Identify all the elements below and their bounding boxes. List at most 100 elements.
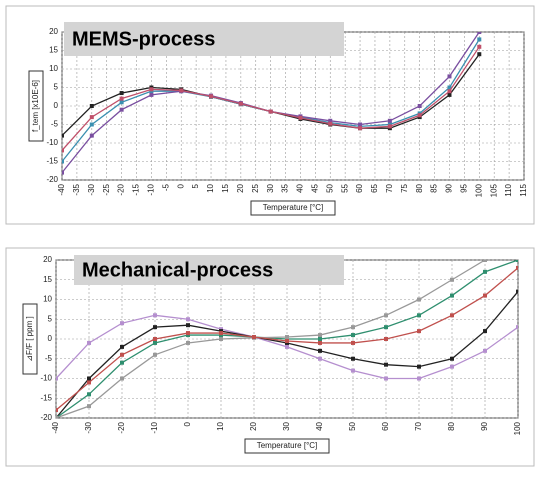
point bbox=[153, 325, 157, 330]
x-tick-label: -30 bbox=[87, 183, 96, 195]
point bbox=[328, 121, 333, 126]
point bbox=[87, 392, 91, 397]
point bbox=[483, 269, 487, 274]
x-tick-label: -30 bbox=[84, 421, 93, 433]
point bbox=[387, 124, 392, 129]
point bbox=[447, 85, 452, 90]
x-tick-label: 5 bbox=[191, 183, 200, 188]
point bbox=[252, 335, 256, 340]
y-tick-label: 10 bbox=[49, 64, 58, 73]
y-tick-label: 10 bbox=[43, 295, 52, 304]
point bbox=[477, 52, 482, 57]
chart-panel: -20 -15 -10 -5 0 5 10 15 20 -40 -35 -30 -25 -20 -15 -10… bbox=[5, 5, 535, 225]
point bbox=[285, 335, 289, 340]
point bbox=[153, 352, 157, 357]
x-tick-label: 45 bbox=[310, 183, 319, 192]
x-tick-label: 80 bbox=[415, 183, 424, 192]
point bbox=[285, 338, 289, 343]
x-tick-label: 105 bbox=[489, 183, 498, 197]
point bbox=[328, 118, 333, 123]
point bbox=[483, 348, 487, 353]
y-tick-label: -15 bbox=[46, 157, 58, 166]
point bbox=[358, 126, 363, 131]
x-tick-label: 0 bbox=[183, 421, 192, 426]
point bbox=[318, 337, 322, 341]
point bbox=[87, 404, 91, 409]
point bbox=[483, 293, 487, 298]
point bbox=[447, 74, 452, 79]
x-tick-label: 60 bbox=[381, 421, 390, 430]
point bbox=[384, 362, 388, 367]
point bbox=[516, 260, 518, 262]
y-axis-label: f_tem [x10E-6] bbox=[31, 80, 40, 132]
series-group bbox=[62, 32, 482, 175]
y-tick-label: 5 bbox=[54, 83, 59, 92]
point bbox=[417, 376, 421, 381]
point bbox=[56, 416, 58, 418]
point bbox=[186, 340, 190, 345]
y-axis-label: ⊿F/F [ ppm ] bbox=[25, 316, 34, 361]
point bbox=[219, 337, 223, 341]
point bbox=[351, 325, 355, 330]
point bbox=[120, 321, 124, 326]
point bbox=[119, 100, 124, 105]
point bbox=[268, 109, 273, 114]
point bbox=[417, 313, 421, 318]
point bbox=[483, 260, 487, 262]
point bbox=[87, 340, 91, 345]
point bbox=[120, 344, 124, 349]
point bbox=[417, 297, 421, 302]
point bbox=[351, 356, 355, 361]
x-label-box bbox=[244, 438, 330, 454]
point bbox=[238, 101, 243, 106]
point bbox=[87, 376, 91, 381]
point bbox=[384, 376, 388, 381]
point bbox=[318, 340, 322, 345]
y-tick-label: 0 bbox=[48, 334, 53, 343]
point bbox=[186, 331, 190, 336]
point bbox=[447, 92, 452, 97]
x-axis-label: Temperature [°C] bbox=[263, 203, 324, 212]
x-tick-label: 30 bbox=[266, 183, 275, 192]
x-tick-label: 20 bbox=[249, 421, 258, 430]
y-tick-label: 20 bbox=[49, 27, 58, 36]
point bbox=[387, 118, 392, 123]
x-tick-label: 15 bbox=[221, 183, 230, 192]
x-tick-label: 50 bbox=[325, 183, 334, 192]
point bbox=[450, 364, 454, 369]
point bbox=[318, 356, 322, 361]
x-tick-label: 80 bbox=[447, 421, 456, 430]
point bbox=[120, 352, 124, 357]
point bbox=[384, 313, 388, 318]
x-label-box bbox=[250, 200, 336, 216]
y-tick-label: 15 bbox=[43, 275, 52, 284]
point bbox=[318, 348, 322, 353]
point bbox=[179, 88, 184, 93]
point bbox=[89, 104, 94, 108]
y-tick-label: -10 bbox=[40, 374, 52, 383]
x-tick-label: 65 bbox=[370, 183, 379, 192]
x-tick-label: 60 bbox=[355, 183, 364, 192]
point bbox=[87, 380, 91, 385]
x-tick-label: 70 bbox=[414, 421, 423, 430]
point bbox=[351, 340, 355, 345]
point bbox=[417, 104, 422, 108]
y-tick-label: -20 bbox=[46, 175, 58, 184]
x-tick-label: 25 bbox=[251, 183, 260, 192]
point bbox=[89, 115, 94, 120]
point bbox=[447, 89, 452, 94]
x-tick-label: 40 bbox=[296, 183, 305, 192]
point bbox=[384, 337, 388, 341]
point bbox=[417, 113, 422, 118]
point bbox=[450, 293, 454, 298]
point bbox=[516, 265, 518, 270]
x-tick-label: -20 bbox=[117, 421, 126, 433]
x-tick-label: 20 bbox=[236, 183, 245, 192]
x-tick-label: 115 bbox=[519, 183, 528, 196]
x-tick-label: -35 bbox=[72, 183, 81, 195]
x-tick-label: 90 bbox=[480, 421, 489, 430]
point bbox=[120, 360, 124, 365]
x-tick-label: 95 bbox=[459, 183, 468, 192]
